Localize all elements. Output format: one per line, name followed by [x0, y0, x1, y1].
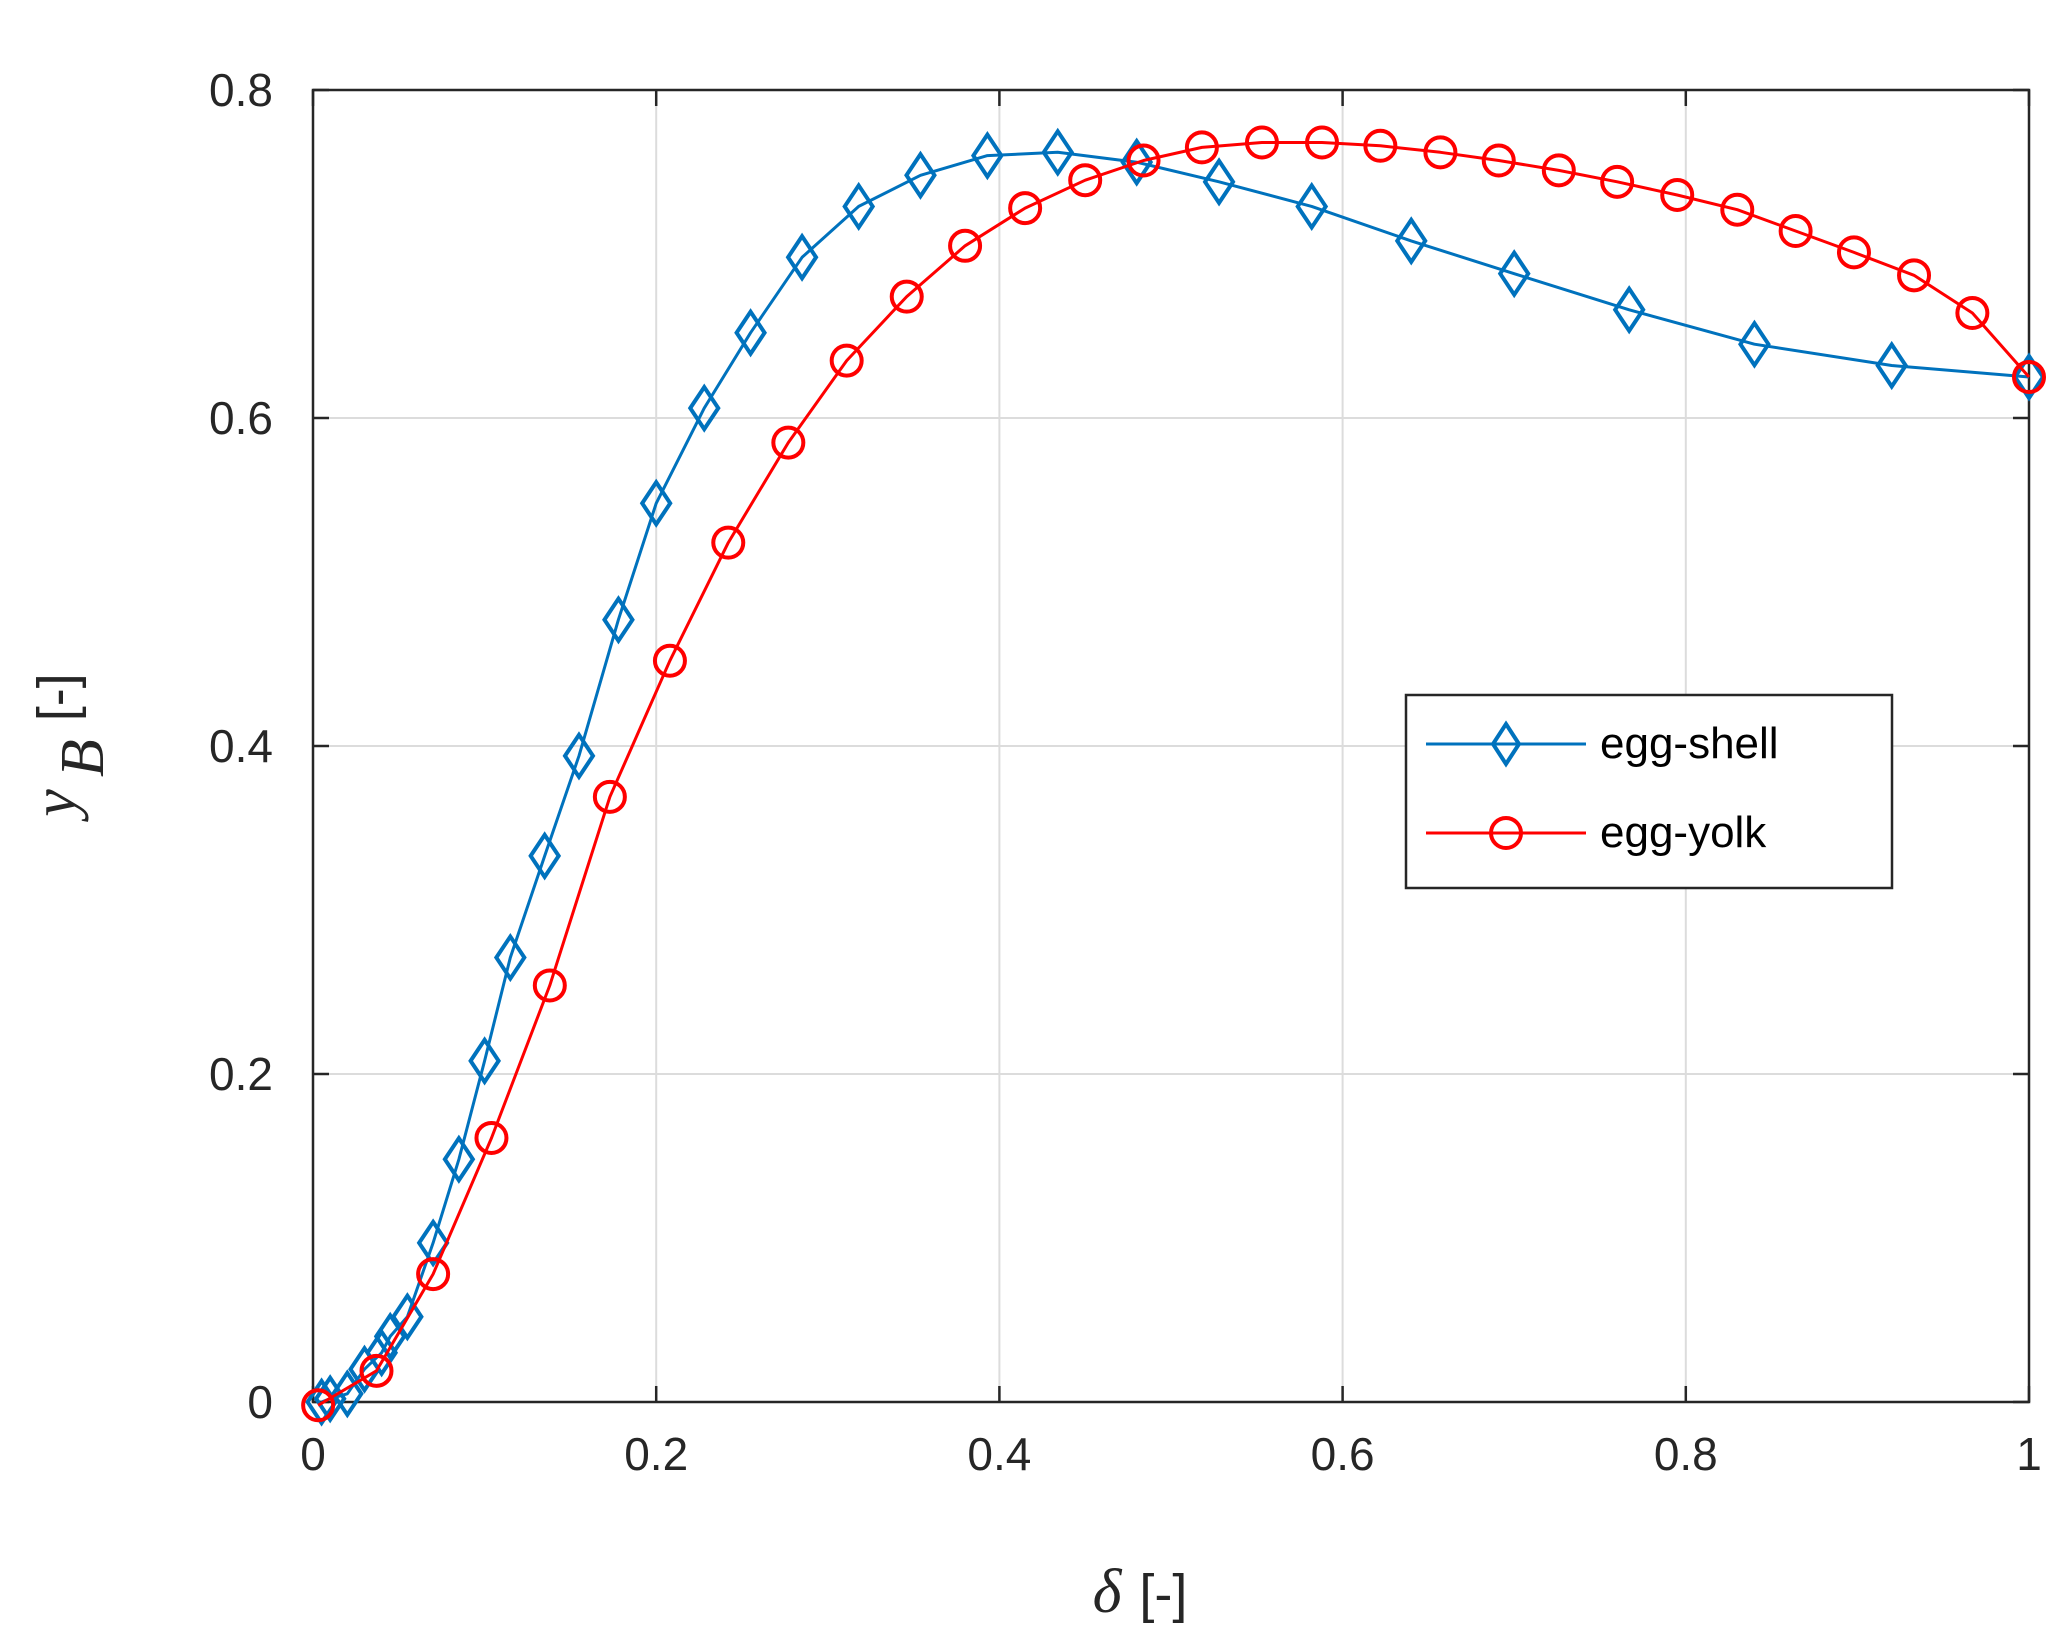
- data-point-egg-shell: [2012, 352, 2046, 402]
- data-point-egg-yolk: [1720, 192, 1755, 227]
- x-axis-label: δ [-]: [1093, 1558, 1188, 1626]
- data-point-egg-yolk: [474, 1120, 509, 1155]
- x-tick-label: 0.4: [967, 1428, 1031, 1480]
- y-axis-symbol: y: [21, 789, 89, 823]
- data-point-egg-yolk: [532, 968, 567, 1003]
- data-point-egg-shell: [687, 383, 721, 433]
- data-point-egg-shell: [493, 932, 527, 983]
- y-axis-unit: [-]: [27, 673, 87, 721]
- data-point-egg-shell: [639, 478, 673, 528]
- legend-marker-egg-shell: [1490, 720, 1522, 768]
- data-point-egg-yolk: [416, 1257, 451, 1292]
- data-point-egg-yolk: [829, 343, 864, 378]
- y-axis-subscript: B: [49, 739, 117, 777]
- data-point-egg-yolk: [652, 643, 687, 678]
- data-point-egg-yolk: [1955, 296, 1990, 331]
- data-point-egg-shell: [468, 1036, 502, 1086]
- data-point-egg-yolk: [1897, 258, 1932, 293]
- x-tick-label: 0.8: [1654, 1428, 1718, 1480]
- data-point-egg-shell: [970, 130, 1004, 181]
- y-tick-label: 0: [247, 1376, 273, 1428]
- data-point-egg-yolk: [1481, 143, 1516, 178]
- x-axis-symbol: δ: [1093, 1558, 1123, 1626]
- data-point-egg-shell: [416, 1218, 450, 1268]
- legend-label-egg-yolk: egg-yolk: [1600, 808, 1767, 857]
- data-point-egg-shell: [785, 232, 819, 282]
- x-tick-label: 0.2: [624, 1428, 688, 1480]
- data-point-egg-shell: [1738, 319, 1771, 369]
- data-point-egg-shell: [734, 308, 767, 358]
- series-group: [301, 125, 2046, 1427]
- data-point-egg-shell: [1295, 181, 1329, 232]
- data-point-egg-yolk: [1068, 163, 1103, 198]
- data-point-egg-shell: [562, 731, 596, 781]
- data-point-egg-yolk: [592, 779, 627, 814]
- y-tick-label: 0.8: [209, 64, 273, 116]
- data-point-egg-shell: [528, 831, 562, 881]
- data-point-egg-shell: [1875, 340, 1909, 391]
- data-point-egg-yolk: [711, 525, 746, 560]
- data-point-egg-shell: [1612, 285, 1646, 335]
- data-point-egg-yolk: [301, 1388, 336, 1423]
- data-point-egg-yolk: [359, 1353, 394, 1388]
- data-point-egg-yolk: [1305, 125, 1340, 160]
- x-tick-label: 1: [2016, 1428, 2042, 1480]
- legend-box: [1404, 693, 1894, 890]
- y-tick-label: 0.2: [209, 1048, 273, 1100]
- x-tick-label: 0: [300, 1428, 326, 1480]
- data-point-egg-shell: [1202, 157, 1236, 207]
- y-tick-label: 0.4: [209, 720, 273, 772]
- series-line-egg-shell: [321, 150, 2030, 1404]
- legend: egg-shell egg-yolk: [1404, 693, 1894, 890]
- data-point-egg-yolk: [1423, 135, 1458, 170]
- data-point-egg-shell: [1497, 249, 1531, 299]
- svg-text:y B [-]: y B [-]: [21, 673, 117, 822]
- data-point-egg-shell: [842, 181, 876, 232]
- data-point-egg-yolk: [2012, 360, 2046, 394]
- data-point-egg-yolk: [1836, 235, 1871, 270]
- data-point-egg-yolk: [1600, 164, 1635, 199]
- data-point-egg-yolk: [1778, 214, 1813, 249]
- data-point-egg-yolk: [1244, 125, 1279, 160]
- x-tick-label: 0.6: [1311, 1428, 1375, 1480]
- data-point-egg-yolk: [1184, 130, 1219, 165]
- x-axis-unit: [-]: [1139, 1564, 1187, 1624]
- data-point-egg-yolk: [889, 279, 924, 314]
- data-point-egg-shell: [1120, 137, 1154, 187]
- y-tick-label: 0.6: [209, 392, 273, 444]
- data-point-egg-yolk: [1126, 143, 1161, 178]
- data-point-egg-shell: [904, 150, 937, 200]
- data-point-egg-shell: [390, 1292, 424, 1342]
- data-point-egg-yolk: [771, 425, 806, 460]
- data-point-egg-yolk: [948, 228, 983, 263]
- data-point-egg-shell: [602, 595, 635, 645]
- series-egg-shell: [305, 127, 2046, 1427]
- data-point-egg-yolk: [1660, 177, 1695, 212]
- axes: [311, 88, 2031, 1404]
- data-point-egg-shell: [442, 1134, 476, 1184]
- data-point-egg-shell: [1394, 216, 1428, 266]
- y-axis-label: y B [-]: [21, 673, 117, 822]
- legend-marker-egg-yolk: [1489, 816, 1523, 850]
- tick-labels: 0 0.2 0.4 0.6 0.8 1 0 0.2 0.4 0.6 0.8: [209, 64, 2042, 1480]
- data-point-egg-yolk: [1363, 128, 1398, 163]
- svg-text:δ [-]: δ [-]: [1093, 1558, 1188, 1626]
- data-point-egg-shell: [1041, 127, 1075, 177]
- series-egg-yolk: [301, 125, 2046, 1423]
- data-point-egg-yolk: [1541, 153, 1576, 188]
- legend-label-egg-shell: egg-shell: [1600, 719, 1779, 768]
- data-point-egg-yolk: [1008, 191, 1043, 226]
- series-line-egg-yolk: [317, 141, 2031, 1407]
- data-point-egg-shell: [330, 1369, 364, 1419]
